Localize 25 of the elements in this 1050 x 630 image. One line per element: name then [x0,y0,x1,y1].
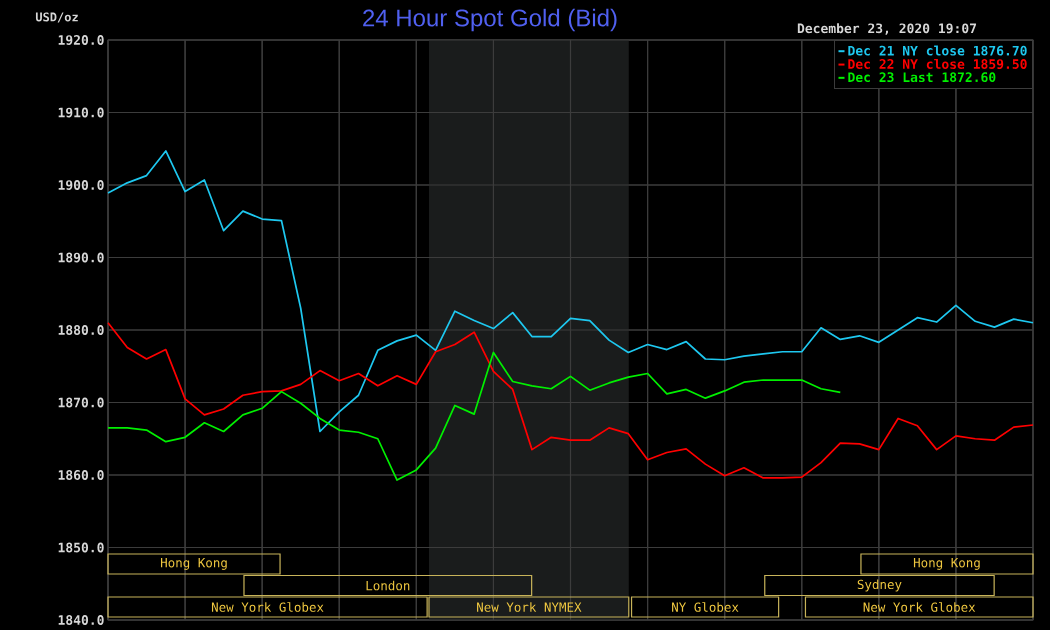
y-tick-label: 1910.0 [58,107,104,118]
y-tick-label: 1880.0 [58,325,104,335]
annotation: Hong Kong [913,558,980,570]
y-axis-title: USD/oz [35,12,78,23]
y-tick-label: 1860.0 [58,470,104,480]
annotation: NY Globex [672,602,739,612]
legend-label: Dec 23 Last 1872.60 [848,72,996,83]
y-tick-label: 1870.0 [58,397,104,408]
annotation: Hong Kong [160,558,227,570]
annotation: New York Globex [863,602,976,612]
y-tick-label: 1920.0 [58,35,104,45]
y-tick-label: 1900.0 [58,180,104,190]
annotation: New York Globex [211,602,324,612]
annotation: Sydney [857,579,902,592]
legend-label: Dec 21 NY close 1876.70 [848,45,1027,56]
line-series [107,150,1034,433]
y-tick-label: 1840.0 [58,615,104,625]
annotation: New York NYMEX [477,602,582,612]
annotation: London [366,580,410,591]
line-series [107,321,1034,479]
text: December 23, 2020 19:07 [797,23,977,35]
y-tick-label: 1890.0 [58,252,104,263]
chart-title: 24 Hour Spot Gold (Bid) [363,8,617,32]
legend-label: Dec 22 NY close 1859.50 [848,58,1027,70]
y-tick-label: 1850.0 [58,542,104,553]
